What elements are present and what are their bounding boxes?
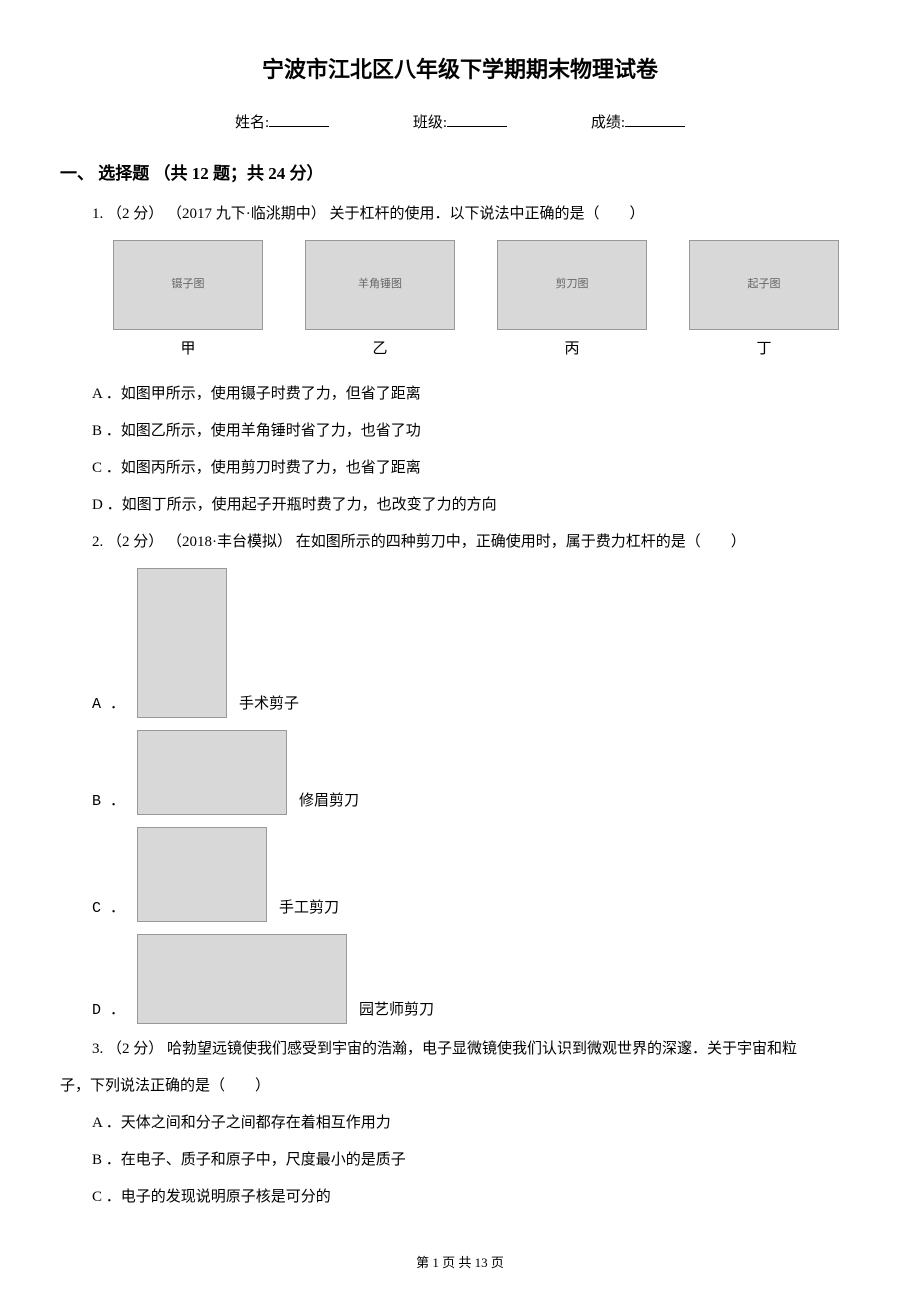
score-label: 成绩: xyxy=(591,115,625,131)
question-3: 3. （2 分） 哈勃望远镜使我们感受到宇宙的浩瀚，电子显微镜使我们认识到微观世… xyxy=(92,1036,860,1211)
q3-option-b: B ．在电子、质子和原子中，尺度最小的是质子 xyxy=(92,1147,860,1174)
figure-ding-img: 起子图 xyxy=(689,240,839,330)
name-field: 姓名: xyxy=(235,110,329,137)
class-blank[interactable] xyxy=(447,112,507,127)
q1-option-b: B ．如图乙所示，使用羊角锤时省了力，也省了功 xyxy=(92,418,860,445)
q2-b-label: 修眉剪刀 xyxy=(299,788,359,815)
score-blank[interactable] xyxy=(625,112,685,127)
q3-header-line1: 3. （2 分） 哈勃望远镜使我们感受到宇宙的浩瀚，电子显微镜使我们认识到微观世… xyxy=(92,1036,860,1063)
name-label: 姓名: xyxy=(235,115,269,131)
q1-header: 1. （2 分） （2017 九下·临洮期中） 关于杠杆的使用．以下说法中正确的… xyxy=(92,201,860,228)
score-field: 成绩: xyxy=(591,110,685,137)
scissor-craft-img xyxy=(137,827,267,922)
scissor-eyebrow-img xyxy=(137,730,287,815)
q2-a-label: 手术剪子 xyxy=(239,691,299,718)
q1-option-c: C ．如图丙所示，使用剪刀时费了力，也省了距离 xyxy=(92,455,860,482)
q1-option-d: D ．如图丁所示，使用起子开瓶时费了力，也改变了力的方向 xyxy=(92,492,860,519)
q2-c-label: 手工剪刀 xyxy=(279,895,339,922)
figure-bing-label: 丙 xyxy=(476,336,668,363)
figure-ding-label: 丁 xyxy=(668,336,860,363)
q2-option-a: A ． 手术剪子 xyxy=(92,568,860,718)
figure-jia-label: 甲 xyxy=(92,336,284,363)
q3-option-a: A ．天体之间和分子之间都存在着相互作用力 xyxy=(92,1110,860,1137)
q2-c-letter: C ． xyxy=(92,895,125,922)
class-label: 班级: xyxy=(413,115,447,131)
q2-option-b: B ． 修眉剪刀 xyxy=(92,730,860,815)
figure-jia-img: 镊子图 xyxy=(113,240,263,330)
page-title: 宁波市江北区八年级下学期期末物理试卷 xyxy=(60,50,860,90)
figure-ding: 起子图 丁 xyxy=(668,240,860,363)
question-1: 1. （2 分） （2017 九下·临洮期中） 关于杠杆的使用．以下说法中正确的… xyxy=(92,201,860,519)
section-header: 一、 选择题 （共 12 题；共 24 分） xyxy=(60,159,860,190)
figure-jia: 镊子图 甲 xyxy=(92,240,284,363)
q2-option-d: D ． 园艺师剪刀 xyxy=(92,934,860,1024)
q2-a-letter: A ． xyxy=(92,691,125,718)
question-2: 2. （2 分） （2018·丰台模拟） 在如图所示的四种剪刀中，正确使用时，属… xyxy=(92,529,860,1024)
q1-figures: 镊子图 甲 羊角锤图 乙 剪刀图 丙 起子图 丁 xyxy=(92,240,860,363)
q2-header: 2. （2 分） （2018·丰台模拟） 在如图所示的四种剪刀中，正确使用时，属… xyxy=(92,529,860,556)
name-blank[interactable] xyxy=(269,112,329,127)
q2-b-letter: B ． xyxy=(92,788,125,815)
figure-yi-img: 羊角锤图 xyxy=(305,240,455,330)
figure-bing: 剪刀图 丙 xyxy=(476,240,668,363)
q3-option-c: C ．电子的发现说明原子核是可分的 xyxy=(92,1184,860,1211)
scissor-surgical-img xyxy=(137,568,227,718)
info-row: 姓名: 班级: 成绩: xyxy=(60,110,860,137)
page-footer: 第 1 页 共 13 页 xyxy=(60,1251,860,1274)
figure-yi-label: 乙 xyxy=(284,336,476,363)
q3-header-line2: 子，下列说法正确的是（ ） xyxy=(60,1073,860,1100)
q1-option-a: A ．如图甲所示，使用镊子时费了力，但省了距离 xyxy=(92,381,860,408)
scissor-gardener-img xyxy=(137,934,347,1024)
figure-yi: 羊角锤图 乙 xyxy=(284,240,476,363)
q2-d-label: 园艺师剪刀 xyxy=(359,997,434,1024)
class-field: 班级: xyxy=(413,110,507,137)
q2-d-letter: D ． xyxy=(92,997,125,1024)
figure-bing-img: 剪刀图 xyxy=(497,240,647,330)
q2-option-c: C ． 手工剪刀 xyxy=(92,827,860,922)
